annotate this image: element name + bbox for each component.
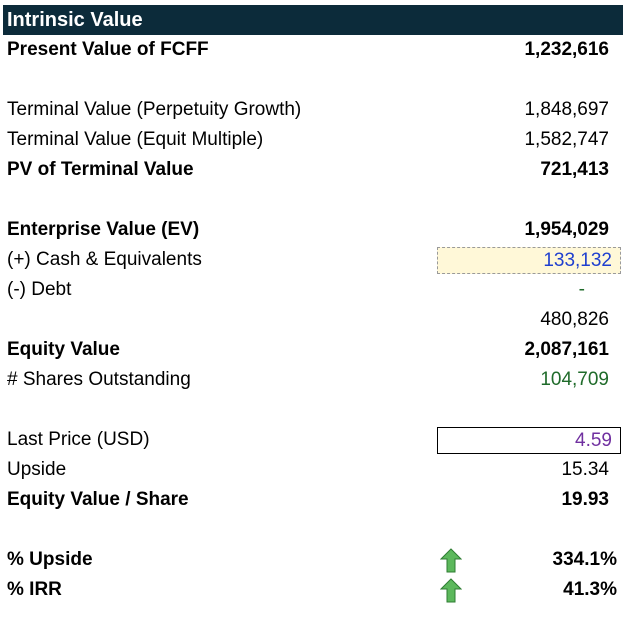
row-terminal-value-perpetuity: Terminal Value (Perpetuity Growth) 1,848…: [0, 95, 625, 125]
green-up-arrow-icon: [440, 578, 462, 603]
value-debt[interactable]: -: [578, 279, 585, 300]
row-equity-value-per-share: Equity Value / Share 19.93: [0, 485, 625, 515]
row-enterprise-value: Enterprise Value (EV) 1,954,029: [0, 215, 625, 245]
label-equity-value-per-share: Equity Value / Share: [7, 489, 189, 510]
value-pct-irr[interactable]: 41.3%: [563, 579, 617, 600]
input-last-price-cell[interactable]: 4.59: [437, 427, 621, 454]
label-equity-value: Equity Value: [7, 339, 120, 360]
row-cash: (+) Cash & Equivalents 133,132: [0, 245, 625, 275]
row-pct-irr: % IRR 41.3%: [0, 575, 625, 605]
value-subtotal[interactable]: 480,826: [540, 309, 609, 330]
row-pct-upside: % Upside 334.1%: [0, 545, 625, 575]
input-cash-cell[interactable]: 133,132: [437, 247, 621, 274]
row-shares-outstanding: # Shares Outstanding 104,709: [0, 365, 625, 395]
value-equity-value-per-share[interactable]: 19.93: [561, 489, 609, 510]
label-pct-irr: % IRR: [7, 579, 62, 600]
label-enterprise-value: Enterprise Value (EV): [7, 219, 200, 240]
value-pv-fcff[interactable]: 1,232,616: [524, 39, 609, 60]
row-debt: (-) Debt -: [0, 275, 625, 305]
value-shares-outstanding[interactable]: 104,709: [540, 369, 609, 390]
label-pv-fcff: Present Value of FCFF: [7, 39, 209, 60]
value-equity-value[interactable]: 2,087,161: [524, 339, 609, 360]
row-last-price: Last Price (USD) 4.59: [0, 425, 625, 455]
value-pv-terminal-value[interactable]: 721,413: [540, 159, 609, 180]
label-terminal-value-perpetuity: Terminal Value (Perpetuity Growth): [7, 99, 302, 120]
label-cash: (+) Cash & Equivalents: [7, 249, 202, 270]
label-terminal-value-multiple: Terminal Value (Equit Multiple): [7, 129, 264, 150]
label-pct-upside: % Upside: [7, 549, 93, 570]
value-terminal-value-multiple[interactable]: 1,582,747: [524, 129, 609, 150]
value-pct-upside[interactable]: 334.1%: [552, 549, 617, 570]
label-debt: (-) Debt: [7, 279, 72, 300]
label-pv-terminal-value: PV of Terminal Value: [7, 159, 194, 180]
row-equity-value: Equity Value 2,087,161: [0, 335, 625, 365]
value-upside[interactable]: 15.34: [561, 459, 609, 480]
row-terminal-value-multiple: Terminal Value (Equit Multiple) 1,582,74…: [0, 125, 625, 155]
label-shares-outstanding: # Shares Outstanding: [7, 369, 191, 390]
row-subtotal: 480,826: [0, 305, 625, 335]
label-last-price: Last Price (USD): [7, 429, 150, 450]
row-upside: Upside 15.34: [0, 455, 625, 485]
row-pv-fcff: Present Value of FCFF 1,232,616: [0, 35, 625, 65]
value-terminal-value-perpetuity[interactable]: 1,848,697: [524, 99, 609, 120]
section-header: Intrinsic Value: [3, 5, 623, 35]
label-upside: Upside: [7, 459, 67, 480]
green-up-arrow-icon: [440, 548, 462, 573]
value-enterprise-value[interactable]: 1,954,029: [524, 219, 609, 240]
row-pv-terminal-value: PV of Terminal Value 721,413: [0, 155, 625, 185]
